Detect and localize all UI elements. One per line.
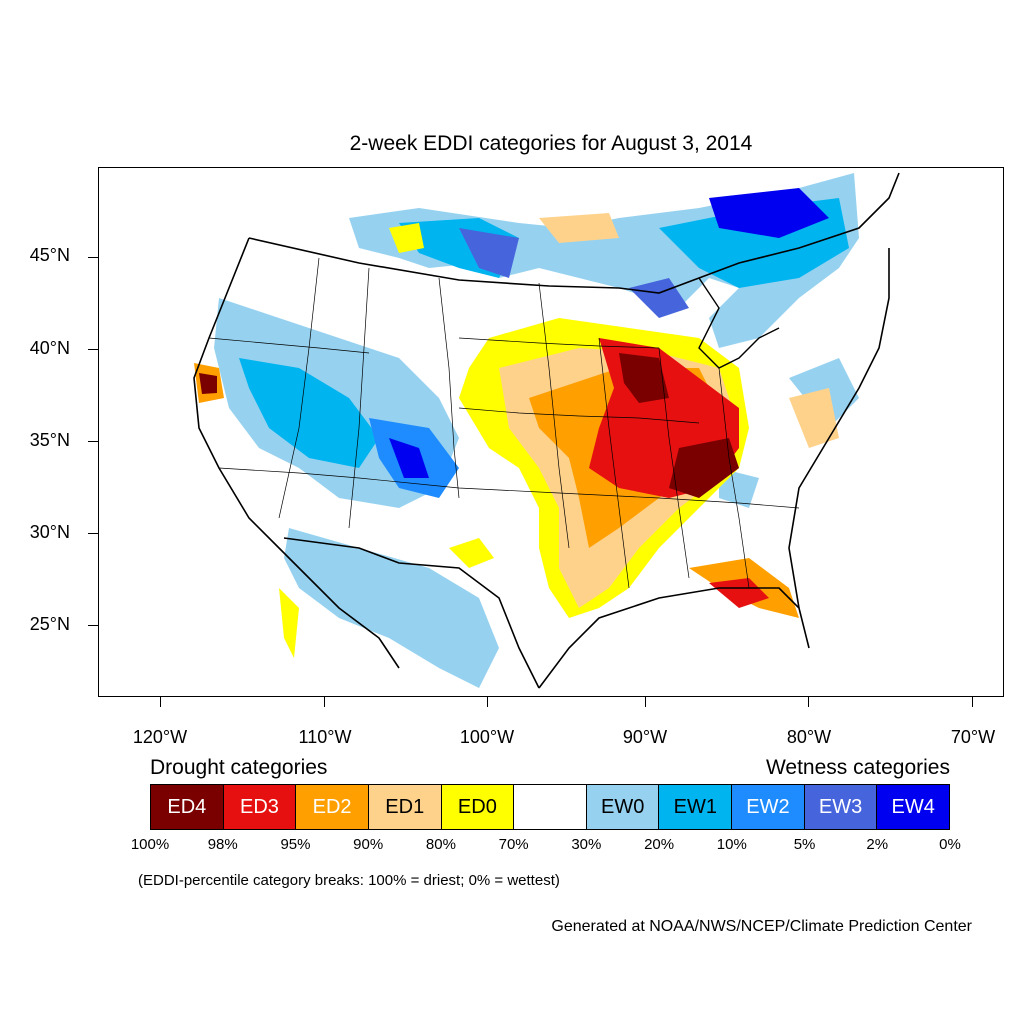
legend-break-label: 80% bbox=[425, 836, 456, 853]
boundaries bbox=[193, 172, 900, 689]
lon-label: 70°W bbox=[950, 727, 996, 747]
legend-break-label: 90% bbox=[353, 836, 384, 853]
lon-label: 120°W bbox=[132, 727, 188, 747]
legend-break-label: 20% bbox=[644, 836, 675, 853]
legend-cell: EW3 bbox=[803, 784, 878, 830]
dry-regions bbox=[194, 213, 839, 658]
legend-cell: ED1 bbox=[367, 784, 442, 830]
legend-cell: EW4 bbox=[876, 784, 951, 830]
legend-cell: ED4 bbox=[150, 784, 224, 830]
lat-label: 40°N bbox=[29, 338, 70, 358]
lat-label: 25°N bbox=[29, 614, 70, 634]
lat-tick bbox=[88, 533, 98, 534]
lon-label: 80°W bbox=[786, 727, 832, 747]
legend-cell: ED2 bbox=[295, 784, 369, 830]
lat-label: 30°N bbox=[29, 522, 70, 542]
map-canvas bbox=[193, 172, 900, 689]
legend-break-label: 30% bbox=[571, 836, 602, 853]
lon-tick bbox=[972, 697, 973, 707]
legend-break-label: 5% bbox=[793, 836, 816, 853]
legend-break-label: 95% bbox=[280, 836, 311, 853]
legend-cell: EW1 bbox=[658, 784, 733, 830]
legend-colorbar: ED4 ED3 ED2 ED1 ED0 EW0 EW1 EW2 EW3 EW4 bbox=[150, 784, 951, 830]
wet-regions bbox=[214, 173, 859, 688]
legend-break-label: 2% bbox=[866, 836, 889, 853]
legend-break-label: 100% bbox=[130, 836, 170, 853]
state-lines bbox=[208, 257, 800, 589]
legend-break-label: 10% bbox=[716, 836, 747, 853]
lat-label: 45°N bbox=[29, 245, 70, 265]
wetness-heading: Wetness categories bbox=[765, 756, 950, 779]
lon-label: 90°W bbox=[622, 727, 668, 747]
lon-tick bbox=[160, 697, 161, 707]
lon-label: 100°W bbox=[459, 727, 515, 747]
legend-break-label: 98% bbox=[207, 836, 238, 853]
legend-cell bbox=[513, 784, 587, 830]
lon-tick bbox=[324, 697, 325, 707]
lat-tick bbox=[88, 441, 98, 442]
lat-tick bbox=[88, 349, 98, 350]
drought-heading: Drought categories bbox=[150, 756, 328, 779]
legend-cell: ED0 bbox=[440, 784, 515, 830]
map-title: 2-week EDDI categories for August 3, 201… bbox=[349, 132, 753, 155]
lon-tick bbox=[808, 697, 809, 707]
lat-tick bbox=[88, 625, 98, 626]
legend-cell: EW2 bbox=[731, 784, 805, 830]
lon-label: 110°W bbox=[298, 727, 352, 747]
lon-tick bbox=[487, 697, 488, 707]
legend-cell: EW0 bbox=[585, 784, 660, 830]
legend-cell: ED3 bbox=[222, 784, 297, 830]
legend-break-label: 0% bbox=[939, 836, 961, 853]
credit-line: Generated at NOAA/NWS/NCEP/Climate Predi… bbox=[551, 918, 972, 935]
lat-tick bbox=[88, 257, 98, 258]
category-note: (EDDI-percentile category breaks: 100% =… bbox=[138, 872, 560, 889]
eddi-map bbox=[98, 167, 1004, 697]
lon-tick bbox=[645, 697, 646, 707]
legend-break-label: 70% bbox=[498, 836, 529, 853]
lat-label: 35°N bbox=[29, 430, 70, 450]
